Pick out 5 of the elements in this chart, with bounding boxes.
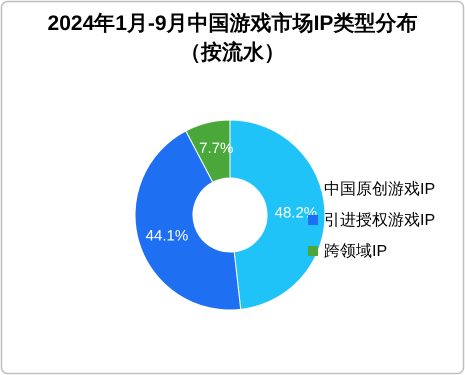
legend-label: 引进授权游戏IP [324,211,436,229]
data-label: 44.1% [146,227,188,244]
title: 2024年1月-9月中国游戏市场IP类型分布（按流水） [48,12,418,64]
slice-label: 中国原创游戏IP [324,180,436,198]
legend-label: 跨领域IP [324,242,388,260]
